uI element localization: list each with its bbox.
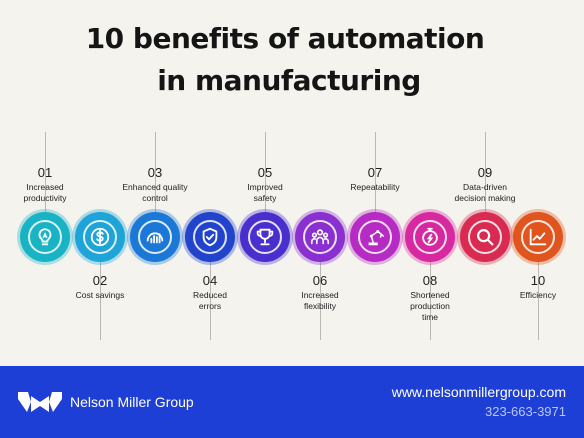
benefit-label-line: production (410, 301, 450, 311)
title-line-1: 10 benefits of automation (85, 22, 485, 55)
benefit-circle (295, 212, 345, 262)
benefit-circle (460, 212, 510, 262)
stopwatch-icon (413, 220, 447, 254)
trophy-icon (248, 220, 282, 254)
benefit-label: Data-driven decision making (430, 182, 540, 204)
benefit-label: Improved safety (210, 182, 320, 204)
benefit-label-line: Efficiency (519, 290, 557, 300)
benefit-number: 07 (367, 165, 383, 180)
robot-arm-icon (358, 220, 392, 254)
benefit-label-line: Improved (247, 182, 283, 192)
benefit-label-line: decision making (454, 193, 516, 203)
benefit-circle (20, 212, 70, 262)
benefit-number: 04 (202, 273, 218, 288)
benefit-label-line: productivity (23, 193, 67, 203)
benefit-circle (405, 212, 455, 262)
benefit-circle (513, 212, 563, 262)
connector-line (100, 237, 101, 340)
benefit-label-line: flexibility (303, 301, 337, 311)
quality-gauge-icon (138, 220, 172, 254)
benefit-number: 01 (37, 165, 53, 180)
phone-number: 323-663-3971 (485, 404, 566, 419)
benefit-number: 09 (477, 165, 493, 180)
benefit-label-line: Data-driven (463, 182, 507, 192)
benefit-label-line: Reduced (192, 290, 228, 300)
benefit-number: 08 (422, 273, 438, 288)
magnifier-icon (468, 220, 502, 254)
lightbulb-icon (28, 220, 62, 254)
shield-check-icon (193, 220, 227, 254)
connector-line (155, 132, 156, 237)
benefit-label: Efficiency (483, 290, 584, 301)
benefit-label-line: Repeatability (350, 182, 400, 192)
benefit-circle (75, 212, 125, 262)
title-line-2: in manufacturing (157, 64, 421, 97)
trend-chart-icon (521, 220, 555, 254)
benefit-label-line: time (421, 312, 439, 322)
connector-line (210, 237, 211, 340)
benefit-label: Cost savings (45, 290, 155, 301)
benefit-label-line: Enhanced quality (122, 182, 188, 192)
connector-line (430, 237, 431, 340)
benefit-label-line: Shortened (410, 290, 450, 300)
nelson-miller-logo-icon (18, 392, 62, 412)
benefit-circle (130, 212, 180, 262)
dollar-coin-icon (83, 220, 117, 254)
page-title: 10 benefits of automation in manufacturi… (0, 18, 584, 102)
benefit-label: Increased productivity (0, 182, 100, 204)
benefit-label: Shortened production time (375, 290, 485, 323)
connector-line (320, 237, 321, 340)
team-people-icon (303, 220, 337, 254)
benefit-label-line: Cost savings (75, 290, 125, 300)
benefit-number: 03 (147, 165, 163, 180)
benefit-label: Repeatability (320, 182, 430, 193)
benefit-number: 06 (312, 273, 328, 288)
website-url: www.nelsonmillergroup.com (391, 384, 566, 400)
benefit-number: 10 (530, 273, 546, 288)
benefit-circle (240, 212, 290, 262)
connector-line (45, 132, 46, 237)
connector-line (265, 132, 266, 237)
benefit-number: 02 (92, 273, 108, 288)
benefit-label-line: control (142, 193, 168, 203)
benefit-label-line: safety (253, 193, 277, 203)
benefit-number: 05 (257, 165, 273, 180)
benefit-circle (350, 212, 400, 262)
footer-bar: Nelson Miller Group www.nelsonmillergrou… (0, 366, 584, 438)
benefit-label-line: errors (198, 301, 222, 311)
benefit-label-line: Increased (26, 182, 64, 192)
connector-line (375, 132, 376, 237)
benefit-label-line: Increased (301, 290, 339, 300)
benefit-label: Reduced errors (155, 290, 265, 312)
connector-line (538, 237, 539, 340)
benefit-label: Increased flexibility (265, 290, 375, 312)
benefit-label: Enhanced quality control (100, 182, 210, 204)
brand-name: Nelson Miller Group (70, 394, 194, 410)
benefit-circle (185, 212, 235, 262)
connector-line (485, 132, 486, 237)
